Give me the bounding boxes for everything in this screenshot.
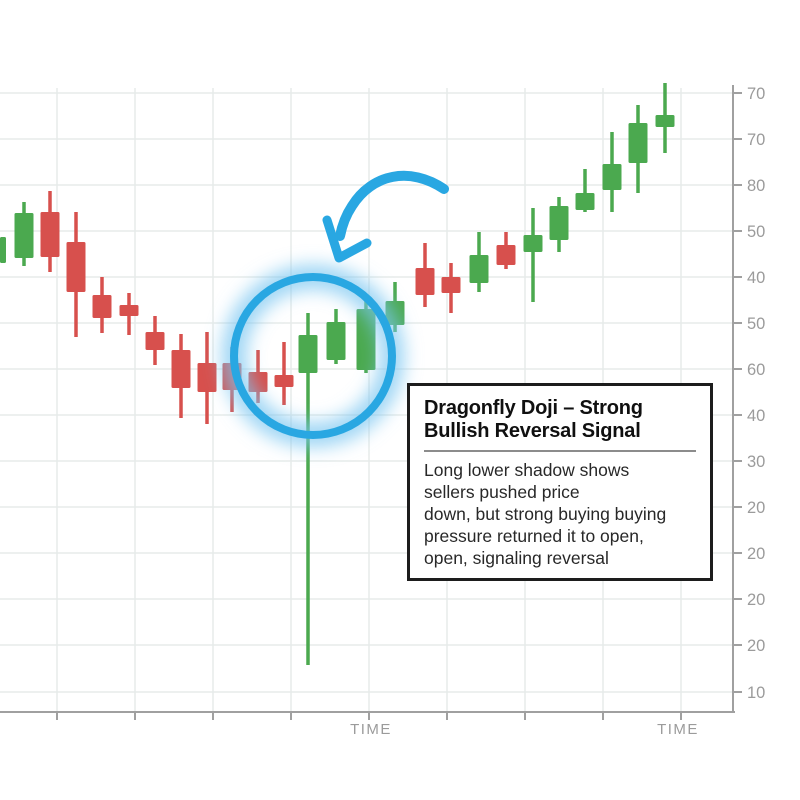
y-tick-label: 60 bbox=[747, 361, 765, 379]
bullish-candle bbox=[523, 235, 543, 252]
bullish-candle bbox=[602, 164, 622, 190]
bullish-candle bbox=[0, 237, 6, 263]
bullish-candle bbox=[14, 213, 34, 258]
bullish-candle bbox=[326, 322, 346, 360]
candlestick-series bbox=[0, 83, 675, 665]
y-tick-label: 20 bbox=[747, 591, 765, 609]
bullish-candle bbox=[356, 309, 376, 370]
bearish-candle bbox=[66, 242, 86, 292]
bearish-candle bbox=[119, 305, 139, 316]
bearish-candle bbox=[92, 295, 112, 318]
highlight-circle bbox=[222, 265, 404, 447]
bullish-candle bbox=[628, 123, 648, 163]
chart-gridlines bbox=[0, 88, 733, 712]
y-tick-label: 70 bbox=[747, 131, 765, 149]
bearish-candle bbox=[441, 277, 461, 293]
bearish-candle bbox=[274, 375, 294, 387]
y-tick-label: 20 bbox=[747, 499, 765, 517]
arrow-head bbox=[322, 215, 372, 263]
dragonfly-doji bbox=[298, 335, 318, 373]
annotation-body: Long lower shadow shows sellers pushed p… bbox=[424, 460, 667, 568]
y-tick-label: 20 bbox=[747, 545, 765, 563]
y-tick-label: 50 bbox=[747, 315, 765, 333]
x-axis-time-label: TIME bbox=[657, 721, 699, 738]
y-tick-label: 40 bbox=[747, 407, 765, 425]
bullish-candle bbox=[469, 255, 489, 283]
annotation-box: Dragonfly Doji – Strong Bullish Reversal… bbox=[407, 383, 713, 581]
bullish-candle bbox=[549, 206, 569, 240]
annotation-divider bbox=[424, 450, 696, 452]
highlight-ring bbox=[230, 273, 396, 439]
axis-tick-labels: 70 70 80 50 40 50 60 40 30 20 20 20 20 10 TIME TIME bbox=[350, 85, 765, 738]
y-tick-label: 10 bbox=[747, 684, 765, 702]
bullish-candle bbox=[655, 115, 675, 127]
y-tick-label: 30 bbox=[747, 453, 765, 471]
bearish-candle bbox=[197, 363, 217, 392]
annotation-title: Dragonfly Doji – Strong Bullish Reversal… bbox=[424, 397, 643, 442]
x-axis-time-label: TIME bbox=[350, 721, 392, 738]
y-tick-label: 20 bbox=[747, 637, 765, 655]
y-tick-label: 50 bbox=[747, 223, 765, 241]
bearish-candle bbox=[415, 268, 435, 295]
chart-axes bbox=[0, 85, 742, 720]
y-tick-label: 70 bbox=[747, 85, 765, 103]
bearish-candle bbox=[145, 332, 165, 350]
arrow-shaft bbox=[335, 170, 449, 241]
bullish-candle bbox=[575, 193, 595, 210]
bearish-candle bbox=[496, 245, 516, 265]
bearish-candle bbox=[171, 350, 191, 388]
y-tick-label: 80 bbox=[747, 177, 765, 195]
y-tick-label: 40 bbox=[747, 269, 765, 287]
bearish-candle bbox=[40, 212, 60, 257]
pointer-arrow-icon bbox=[322, 170, 449, 263]
